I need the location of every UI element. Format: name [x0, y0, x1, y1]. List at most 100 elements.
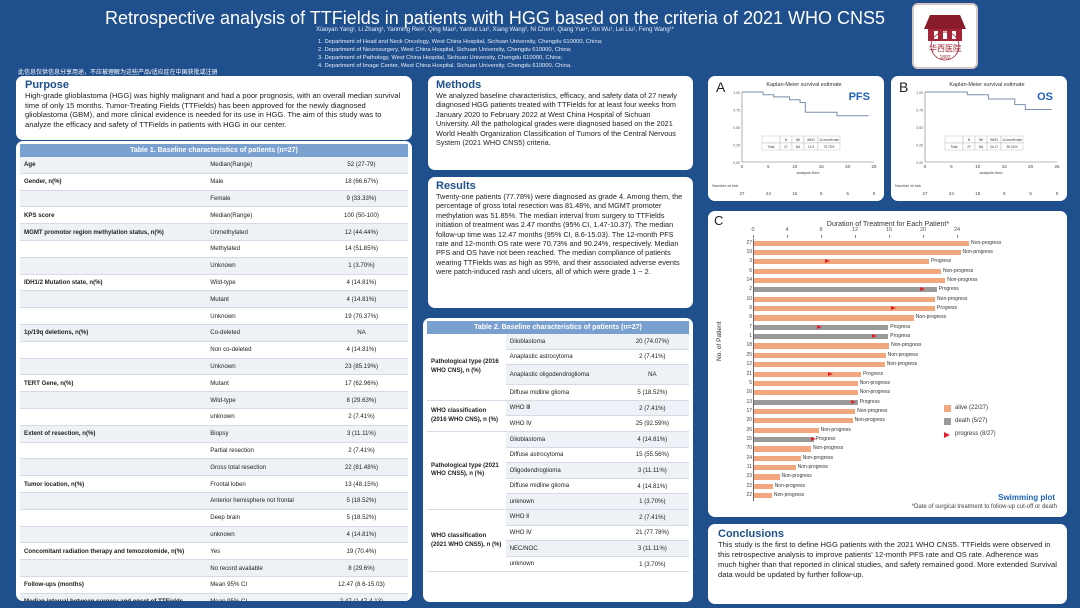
swim-bar	[754, 399, 858, 405]
swim-progress-marker	[890, 306, 896, 310]
swim-ylabel: No. of Patient	[716, 321, 723, 361]
km-at-risk-value: 5	[1029, 191, 1032, 196]
table1-row: unknown 4 (14.81%)	[20, 526, 408, 544]
swim-bar	[754, 493, 772, 499]
swim-row: 10 Non-progress	[746, 296, 992, 302]
km-at-risk-value: 15	[975, 191, 981, 196]
table1-value: 1 (3.70%)	[314, 257, 408, 275]
km-title: Kaplan-Meier survival estimate	[949, 82, 1024, 88]
table1-characteristic	[20, 442, 207, 460]
swim-patient-id: 16	[746, 389, 752, 396]
table1-characteristic: Extent of resection, n(%)	[20, 425, 207, 443]
table1-category: Anterior hemisphere not frontal	[206, 492, 315, 510]
swim-progress-marker	[827, 371, 833, 376]
table1-category: No record available	[206, 559, 315, 577]
swim-row: 6 Non-progress	[749, 268, 992, 274]
notice-text: 此信息仅供信息分享用途，不应被理解为这些产品/适应症在中国获批或注册	[18, 70, 218, 76]
swim-bar	[754, 474, 780, 480]
swim-row: 3 Progress	[749, 258, 992, 265]
table1-row: Mutant 4 (14.81%)	[20, 290, 408, 309]
table1-value: 5 (18.52%)	[314, 492, 408, 510]
swim-plot-area: 27 Non-progress 19 Non-progress 3 Progress 6 No…	[746, 239, 1001, 501]
table2-row: WHO classification (2016 WHO CNS), n (%)…	[427, 400, 689, 432]
swim-row: 16 Non-progress	[746, 389, 992, 396]
table2-category: WHO Ⅲ	[505, 400, 616, 417]
swim-row: 14 Non-progress	[746, 277, 992, 284]
results-section: Results Twenty-one patients (77.78%) wer…	[428, 177, 693, 308]
conclusions-heading: Conclusions	[718, 528, 785, 540]
swim-patient-id: 20	[746, 417, 752, 424]
table1-category: Mutant	[206, 374, 315, 393]
swim-patient-id: 7	[749, 323, 752, 330]
km-table-header: WHO	[990, 138, 998, 142]
table2-value: 15 (55.56%)	[615, 447, 689, 464]
methods-section: Methods We analyzed baseline characteris…	[428, 76, 693, 170]
table1-value: 22 (81.48%)	[314, 458, 408, 477]
swim-bar-label: Non-progress	[859, 389, 890, 396]
table1-row: Unknown 19 (70.37%)	[20, 307, 408, 325]
authors-line: Xiaoyan Yang¹, Li Zhang¹, Yanming Ren², …	[316, 27, 674, 33]
km-at-risk-value: 15	[792, 191, 798, 196]
swim-bar-label: Non-progress	[773, 492, 805, 499]
km-os-chart: B Kaplan-Meier survival estimate OS 1.00 0.7…	[895, 79, 1060, 196]
progress-triangle-icon	[944, 432, 950, 438]
km-xlabel: analysis time	[796, 170, 820, 175]
table1-value: 2.47 (1.47-4.13)	[314, 593, 408, 601]
swim-x-tick: 24	[953, 227, 961, 233]
table1-category: Frontal loben	[206, 475, 315, 493]
table1-value: 2 (7.41%)	[314, 408, 408, 426]
table2-value: 20 (74.07%)	[615, 334, 689, 350]
legend-swatch	[944, 405, 951, 412]
table1-row: Extent of resection, n(%) Biopsy 3 (11.11%…	[20, 425, 408, 443]
table1-category: Methylated	[206, 240, 315, 258]
swim-bar-label: Progress	[815, 436, 836, 442]
swim-patient-id: 27	[746, 239, 752, 246]
poster-title: Retrospective analysis of TTFields in pa…	[104, 8, 885, 28]
swim-bar-label: Non-progress	[781, 473, 812, 480]
swim-footnote: *Date of surgical treatment to follow-up…	[911, 504, 1057, 510]
km-panel-label: A	[716, 79, 726, 95]
swim-row: 11 Non-progress	[747, 464, 992, 471]
km-table-header: N	[785, 138, 788, 142]
table1-value: 8 (29.63%)	[314, 391, 408, 409]
swim-x-tick: 20	[919, 227, 927, 233]
km-y-tick: 0.00	[916, 161, 923, 165]
table1-row: Non co-deleted 4 (14.81%)	[20, 341, 408, 359]
swim-patient-id: 23	[746, 473, 752, 480]
km-y-tick: 0.25	[733, 144, 740, 148]
km-tag: OS	[1037, 91, 1053, 103]
km-x-tick: 10	[792, 164, 798, 169]
swim-patient-id: 14	[746, 276, 752, 283]
table1-title: Table 1. Baseline characteristics of pat…	[20, 144, 408, 157]
km-pfs-panel: A Kaplan-Meier survival estimate PFS 1.00 0.…	[708, 76, 884, 201]
table1-value: 9 (33.33%)	[314, 190, 408, 208]
swim-legend: alive (22/27) death (5/27) progress (8/27)	[944, 404, 1054, 443]
table2-row: Diffuse midline glioma 5 (18.52%)	[427, 384, 689, 401]
table1-row: Female 9 (33.33%)	[20, 190, 408, 208]
table1-characteristic	[20, 458, 207, 477]
swim-bar-label: Non-progress	[857, 407, 888, 414]
swim-row: 27 Non-progress	[746, 240, 1001, 246]
swim-bar-label: Non-progress	[886, 361, 918, 368]
swim-bar	[754, 408, 856, 415]
table1-category: unknown	[206, 526, 315, 544]
table1-category: Wild-type	[206, 274, 315, 292]
table2-category: Anaplastic astrocytoma	[505, 349, 616, 366]
swim-row: 24 Non-progress	[746, 455, 992, 461]
swim-bar	[754, 259, 930, 265]
km-x-tick: 20	[1028, 164, 1034, 169]
affiliation-1: 1. Department of Head and Neck Oncology,…	[318, 39, 603, 45]
swim-bar	[754, 306, 936, 312]
table1-value: 12.47 (8.6-15.03)	[314, 576, 408, 594]
swim-gridline	[855, 235, 856, 238]
table1-value: 8 (29.6%)	[314, 559, 408, 577]
table2-category: WHO Ⅱ	[505, 509, 616, 526]
table2-value: 3 (11.11%)	[615, 462, 689, 479]
table2-value: 21 (77.78%)	[615, 525, 689, 542]
km-table-cell	[944, 135, 964, 144]
table1-value: 100 (50-100)	[314, 206, 408, 225]
table1-characteristic: Follow-ups (months)	[20, 576, 207, 594]
table1-characteristic: Tumor location, n(%)	[20, 475, 207, 493]
table1-value: 4 (14.81%)	[314, 341, 408, 359]
swim-bar	[754, 483, 773, 489]
